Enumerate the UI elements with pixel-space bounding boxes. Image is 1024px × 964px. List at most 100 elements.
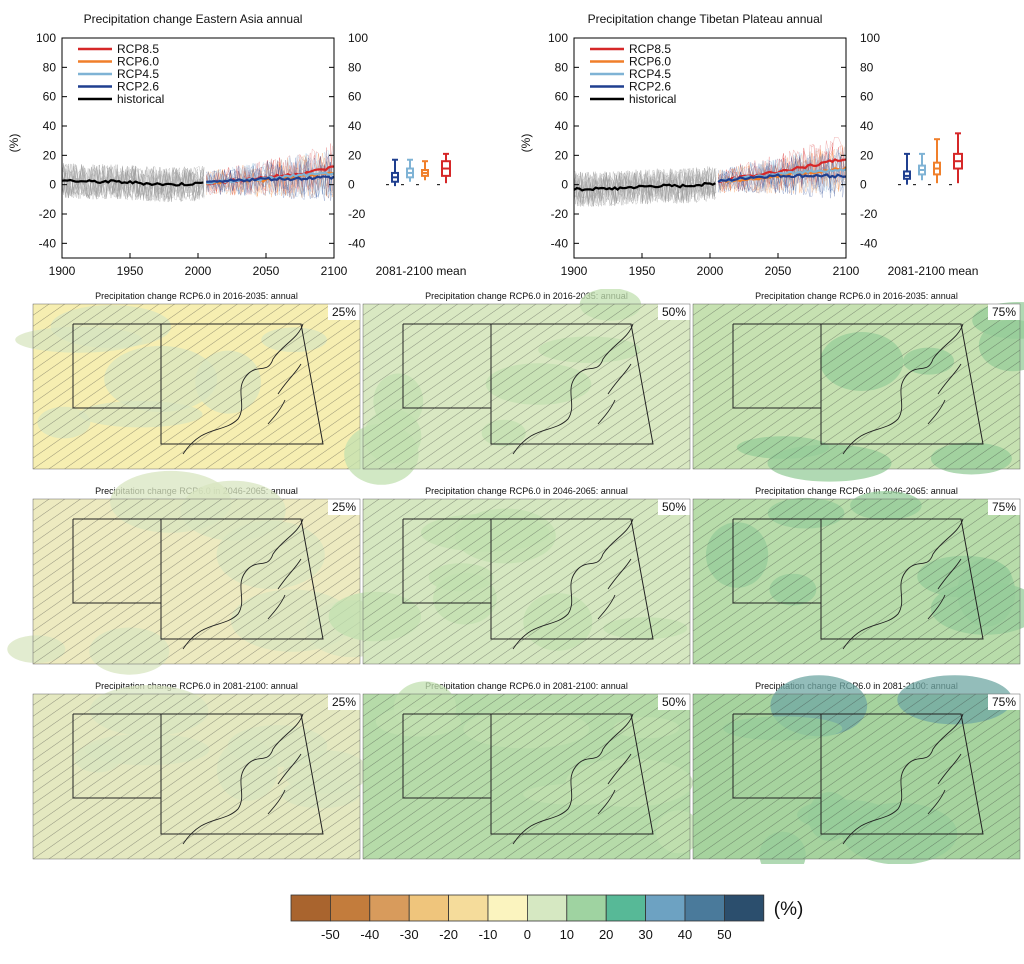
- y-tick-label: 0: [49, 178, 56, 192]
- y-tick-label: 0: [561, 178, 568, 192]
- map-frame: [32, 303, 361, 470]
- colorbar-tick-label: 10: [560, 927, 574, 942]
- coastline: [182, 323, 304, 455]
- map-hatching: [363, 694, 690, 859]
- region-box-eastasia: [490, 713, 654, 835]
- series-line-rcp26: [717, 173, 847, 183]
- map-frame: [692, 498, 1021, 665]
- map-hatching: [693, 499, 1020, 664]
- map-frame: [362, 498, 691, 665]
- colorbar-tick-label: -20: [439, 927, 458, 942]
- colorbar-swatch: [369, 894, 410, 922]
- x-tick-label: 1900: [561, 264, 588, 278]
- x-tick-label: 1950: [117, 264, 144, 278]
- percentile-label: 75%: [992, 305, 1016, 319]
- eastern-asia-timeseries-chart: Precipitation change Eastern Asia annual…: [7, 12, 466, 278]
- colorbar-swatch: [290, 894, 331, 922]
- y-tick-label: -40: [39, 236, 57, 250]
- percentile-box: [658, 499, 690, 515]
- y-tick-label-right: -40: [348, 236, 366, 250]
- precipitation-maps-grid: Precipitation change RCP6.0 in 2016-2035…: [7, 289, 1024, 864]
- y-tick-label: 40: [43, 119, 57, 133]
- coastline: [842, 518, 964, 650]
- scenario-ensemble-member: [717, 146, 845, 193]
- map-panel: 75%: [692, 491, 1024, 665]
- map-hatching: [693, 694, 1020, 859]
- coastline: [182, 518, 304, 650]
- scenario-ensemble-member: [205, 155, 333, 198]
- map-frame: [362, 303, 691, 470]
- percentile-box: [658, 304, 690, 320]
- map-title: Precipitation change RCP6.0 in 2046-2065…: [755, 486, 958, 496]
- legend-label: RCP8.5: [117, 42, 159, 56]
- x-tick-label: 2050: [253, 264, 280, 278]
- colorbar-swatch: [724, 894, 765, 922]
- map-title: Precipitation change RCP6.0 in 2081-2100…: [95, 681, 298, 691]
- percentile-label: 25%: [332, 500, 356, 514]
- map-title: Precipitation change RCP6.0 in 2016-2035…: [755, 291, 958, 301]
- map-panel: 25%: [7, 470, 398, 675]
- legend-label: RCP2.6: [117, 80, 159, 94]
- colorbar-swatch: [684, 894, 725, 922]
- y-tick-label: -40: [551, 236, 569, 250]
- colorbar-swatch: [645, 894, 686, 922]
- coastline: [182, 713, 304, 845]
- map-hatching: [33, 304, 360, 469]
- y-tick-label: 20: [43, 148, 57, 162]
- y-tick-label-right: 20: [348, 148, 362, 162]
- colorbar-tick-label: 0: [524, 927, 531, 942]
- historical-ensemble-member: [573, 169, 717, 207]
- scenario-ensemble-member: [718, 142, 845, 191]
- plot-frame: [573, 37, 847, 259]
- map-title: Precipitation change RCP6.0 in 2016-2035…: [95, 291, 298, 301]
- percentile-label: 50%: [662, 305, 686, 319]
- colorbar-tick-label: 20: [599, 927, 613, 942]
- x-tick-label: 2100: [321, 264, 348, 278]
- x-tick-label: 2000: [185, 264, 212, 278]
- map-panel: 25%: [32, 685, 369, 860]
- colorbar-swatch: [605, 894, 647, 922]
- scenario-ensemble-member: [205, 154, 333, 201]
- colorbar-swatch: [566, 894, 607, 922]
- scenario-ensemble-member: [717, 152, 845, 196]
- legend-label: historical: [629, 92, 676, 106]
- plot-frame: [61, 37, 335, 259]
- colorbar-tick-label: 30: [638, 927, 652, 942]
- colorbar-tick-label: 40: [678, 927, 692, 942]
- map-title: Precipitation change RCP6.0 in 2081-2100…: [755, 681, 958, 691]
- y-tick-label: 20: [555, 148, 569, 162]
- y-tick-label-right: 40: [348, 119, 362, 133]
- colorbar-tick-label: -30: [400, 927, 419, 942]
- colorbar-swatch: [408, 894, 450, 922]
- y-axis-label: (%): [7, 134, 21, 153]
- y-tick-label: 100: [548, 31, 568, 45]
- series-line-rcp26: [206, 175, 335, 183]
- colorbar-tick-label: 50: [717, 927, 731, 942]
- y-tick-label-right: 20: [860, 148, 874, 162]
- legend-label: RCP6.0: [629, 55, 671, 69]
- series-line-historical: [61, 178, 204, 187]
- historical-ensemble-member: [573, 168, 717, 207]
- map-hatching: [363, 499, 690, 664]
- historical-ensemble-member: [61, 164, 205, 201]
- map-panel: 50%: [362, 681, 701, 860]
- region-box-eastasia: [490, 323, 654, 445]
- percentile-box: [988, 499, 1020, 515]
- region-box-eastasia: [160, 518, 324, 640]
- map-frame: [692, 303, 1021, 470]
- series-line-rcp60: [717, 166, 847, 184]
- colorbar-swatch: [487, 894, 528, 922]
- percentile-label: 25%: [332, 305, 356, 319]
- colorbar: -50 -40 -30 -20 -10 0 10 20 30 40 50 (%): [290, 894, 803, 942]
- map-title: Precipitation change RCP6.0 in 2081-2100…: [425, 681, 628, 691]
- colorbar-swatch: [527, 894, 568, 922]
- y-tick-label-right: 60: [860, 90, 874, 104]
- percentile-box: [988, 694, 1020, 710]
- legend-label: RCP6.0: [117, 55, 159, 69]
- percentile-box: [328, 304, 360, 320]
- coastline: [842, 323, 964, 455]
- scenario-ensemble-member: [205, 157, 333, 198]
- scenario-ensemble-member: [717, 149, 845, 193]
- y-tick-label-right: -20: [860, 207, 878, 221]
- colorbar-swatch: [448, 894, 489, 922]
